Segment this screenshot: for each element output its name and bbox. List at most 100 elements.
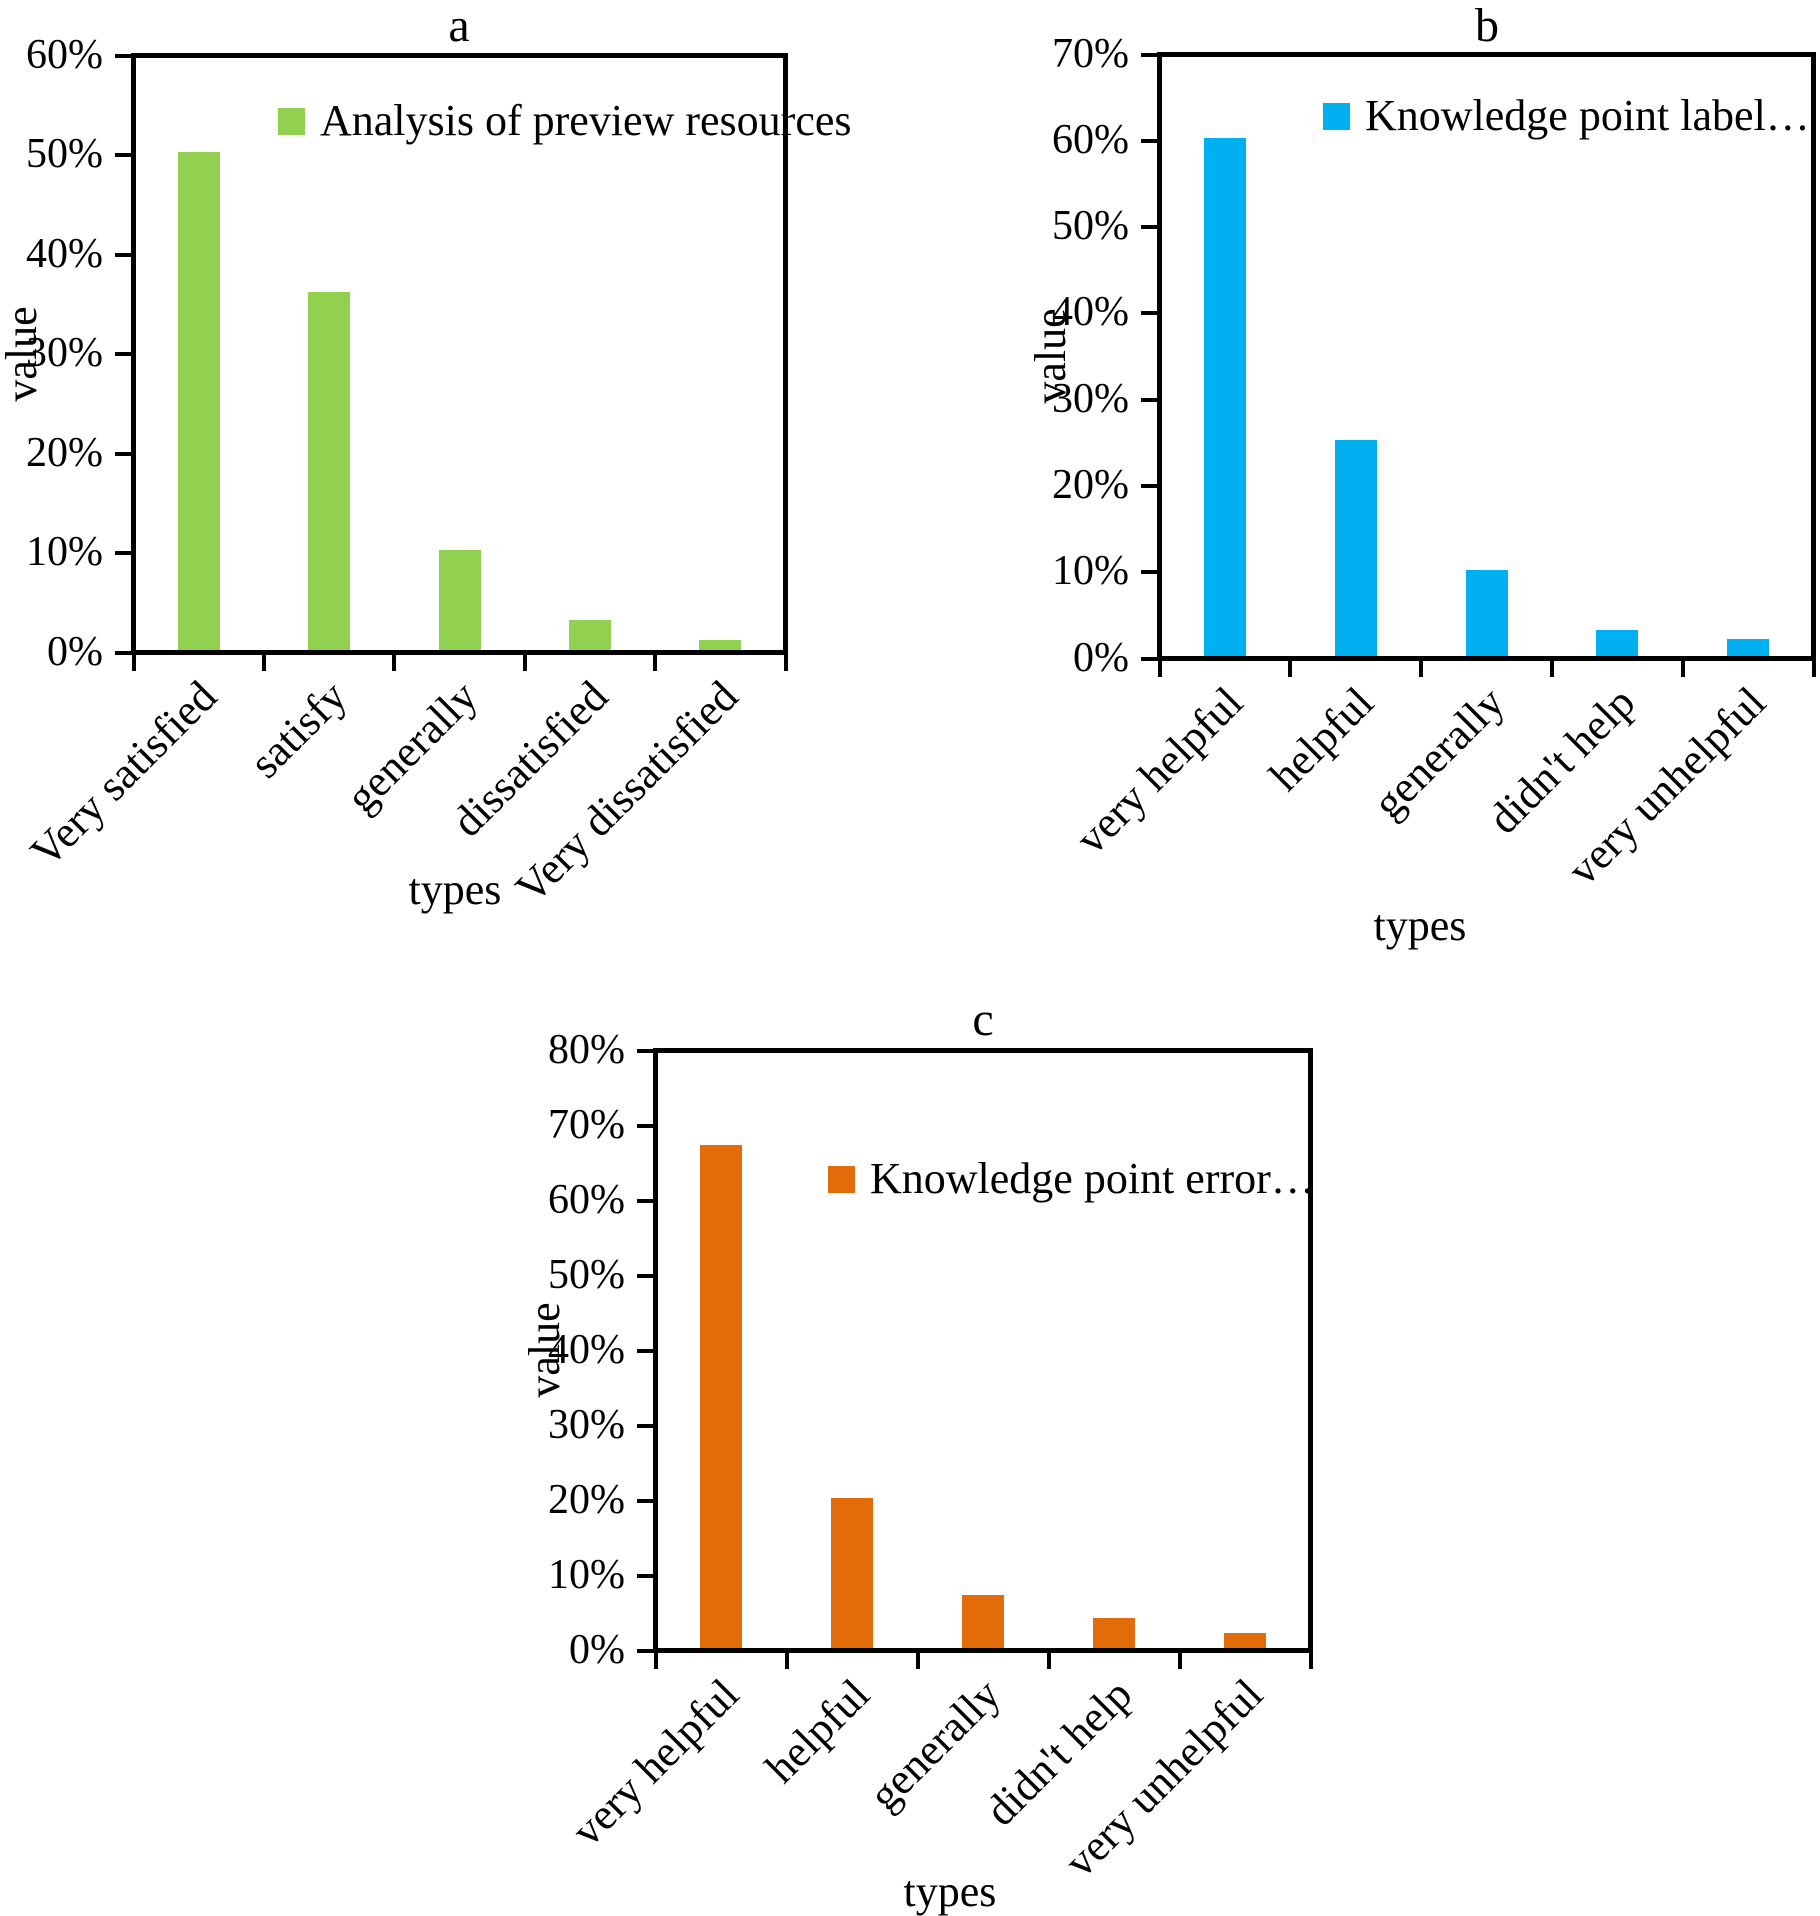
bar-very-dissatisfied [699, 640, 742, 650]
y-tick [115, 53, 131, 58]
x-axis-title: types [408, 865, 502, 914]
bar-helpful [831, 1498, 873, 1648]
y-tick [115, 551, 131, 555]
legend: Knowledge point error… [828, 1156, 1315, 1202]
bar-helpful [1334, 440, 1377, 656]
y-tick [637, 1348, 653, 1353]
y-tick [1141, 52, 1157, 57]
y-tick [1141, 570, 1157, 575]
x-tick [261, 655, 266, 671]
y-tick-label: 60% [26, 31, 103, 78]
y-tick [637, 1498, 653, 1503]
x-tick [1177, 1653, 1182, 1669]
x-category-label: helpful [756, 1669, 880, 1793]
plot-area [653, 1048, 1313, 1653]
y-tick [115, 153, 131, 157]
bar-dissatisfied [568, 620, 611, 650]
legend-swatch-icon [1323, 102, 1350, 130]
y-tick-label: 10% [26, 529, 103, 575]
x-tick [1288, 661, 1293, 677]
y-tick-label: 50% [1052, 203, 1129, 250]
x-tick [784, 1653, 789, 1669]
bar-very-helpful [1203, 138, 1246, 656]
plot-area [1157, 52, 1816, 661]
y-tick-label: 20% [1052, 461, 1129, 508]
y-tick-label: 0% [569, 1626, 625, 1673]
x-category-label: very helpful [562, 1669, 749, 1856]
x-tick [1046, 1653, 1051, 1669]
y-tick-label: 70% [1052, 30, 1129, 77]
x-tick [1680, 661, 1685, 677]
bar-generally [962, 1595, 1004, 1648]
y-tick [115, 252, 131, 257]
bar-very-satisfied [177, 152, 220, 650]
y-tick [637, 1198, 653, 1203]
y-tick-label: 80% [548, 1026, 625, 1073]
y-tick [115, 650, 131, 655]
y-tick [637, 1648, 653, 1653]
x-axis-title: types [1373, 901, 1467, 950]
bar-generally [1465, 570, 1508, 656]
y-tick [637, 1273, 653, 1278]
panel-title: c [972, 993, 994, 1046]
y-tick-label: 60% [548, 1176, 625, 1223]
y-tick-label: 10% [1052, 548, 1129, 595]
x-tick [1419, 661, 1424, 677]
x-tick [1811, 661, 1816, 677]
bar-very-unhelpful [1224, 1633, 1266, 1648]
y-tick-label: 40% [1052, 289, 1129, 336]
y-tick [637, 1048, 653, 1053]
y-tick [1141, 397, 1157, 402]
y-tick [115, 352, 131, 356]
y-tick [115, 451, 131, 456]
legend-label: Knowledge point error… [870, 1154, 1315, 1203]
y-tick-label: 50% [548, 1251, 625, 1298]
bar-very-helpful [700, 1145, 742, 1648]
y-tick-label: 60% [1052, 116, 1129, 163]
x-tick [392, 655, 397, 671]
x-tick [653, 655, 658, 671]
y-tick-label: 0% [47, 628, 103, 675]
bar-didn-t-help [1093, 1618, 1135, 1648]
panel-title: b [1475, 0, 1499, 52]
y-tick [1141, 483, 1157, 488]
bar-satisfy [308, 292, 351, 650]
legend: Knowledge point label… [1323, 93, 1810, 139]
x-tick [1157, 661, 1162, 677]
legend-swatch-icon [828, 1165, 855, 1193]
bar-very-unhelpful [1727, 639, 1770, 656]
x-tick [783, 655, 788, 671]
legend-swatch-icon [278, 107, 305, 135]
y-tick [1141, 656, 1157, 661]
y-tick-label: 30% [26, 330, 103, 376]
y-tick-label: 30% [548, 1401, 625, 1448]
y-tick-label: 70% [548, 1101, 625, 1148]
x-tick [1308, 1653, 1313, 1669]
x-axis-title: types [903, 1867, 997, 1916]
legend: Analysis of preview resources [278, 98, 852, 144]
x-tick [653, 1653, 658, 1669]
x-tick [1549, 661, 1554, 677]
y-tick-label: 20% [26, 429, 103, 476]
legend-label: Analysis of preview resources [320, 96, 852, 145]
bar-generally [438, 550, 481, 650]
legend-label: Knowledge point label… [1365, 91, 1810, 140]
x-tick [131, 655, 136, 671]
y-tick [637, 1123, 653, 1128]
y-tick-label: 30% [1052, 375, 1129, 422]
y-tick [1141, 311, 1157, 316]
y-tick-label: 20% [548, 1476, 625, 1523]
y-tick [637, 1573, 653, 1578]
y-tick-label: 0% [1073, 634, 1129, 681]
bar-didn-t-help [1596, 630, 1639, 656]
y-tick-label: 40% [26, 230, 103, 277]
x-tick [915, 1653, 920, 1669]
y-tick-label: 10% [548, 1551, 625, 1598]
y-tick-label: 40% [548, 1326, 625, 1373]
y-tick [637, 1423, 653, 1428]
x-tick [522, 655, 527, 671]
y-tick [1141, 225, 1157, 230]
